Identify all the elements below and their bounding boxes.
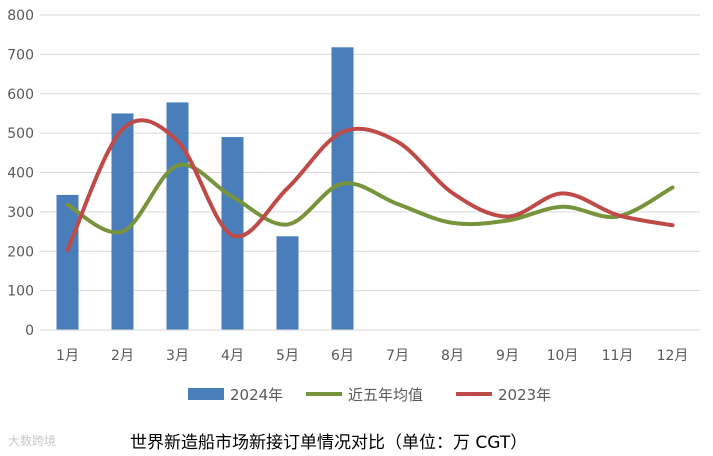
x-tick-label: 3月	[166, 348, 189, 364]
bar	[331, 47, 354, 330]
y-tick-label: 500	[7, 126, 34, 142]
y-tick-label: 200	[7, 244, 34, 260]
line-series-path	[65, 162, 675, 235]
legend-label: 2023年	[498, 386, 551, 404]
x-tick-label: 7月	[386, 348, 409, 364]
bar-series	[56, 47, 354, 330]
chart-caption: 世界新造船市场新接订单情况对比（单位：万 CGT）	[130, 433, 528, 453]
bar	[56, 194, 79, 330]
y-tick-label: 800	[7, 8, 34, 24]
x-tick-label: 5月	[276, 348, 299, 364]
y-tick-label: 600	[7, 87, 34, 103]
x-tick-label: 2月	[111, 348, 134, 364]
bar	[276, 236, 299, 330]
x-axis-ticks: 1月 2月 3月 4月 5月 6月 7月 8月 9月 10月 11月 12月	[56, 348, 688, 364]
x-tick-label: 11月	[602, 348, 634, 364]
y-tick-label: 700	[7, 47, 34, 63]
x-tick-label: 12月	[657, 348, 689, 364]
y-tick-label: 400	[7, 166, 34, 182]
legend: 2024年 近五年均值 2023年	[188, 386, 551, 404]
x-tick-label: 9月	[496, 348, 519, 364]
x-tick-label: 8月	[441, 348, 464, 364]
line-series	[65, 118, 675, 253]
bar	[166, 102, 189, 330]
x-tick-label: 1月	[56, 348, 79, 364]
y-tick-label: 100	[7, 284, 34, 300]
gridlines	[40, 14, 700, 292]
watermark: 大数跨境	[8, 434, 57, 448]
x-tick-label: 10月	[547, 348, 579, 364]
legend-swatch	[188, 388, 224, 400]
y-axis-ticks: 0 100 200 300 400 500 600 700 800	[7, 8, 34, 339]
y-tick-label: 0	[25, 323, 34, 339]
bar	[111, 113, 134, 330]
x-tick-label: 6月	[331, 348, 354, 364]
line-series-path	[65, 118, 675, 253]
legend-label: 2024年	[230, 386, 283, 404]
y-tick-label: 300	[7, 205, 34, 221]
x-tick-label: 4月	[221, 348, 244, 364]
legend-label: 近五年均值	[348, 386, 423, 404]
